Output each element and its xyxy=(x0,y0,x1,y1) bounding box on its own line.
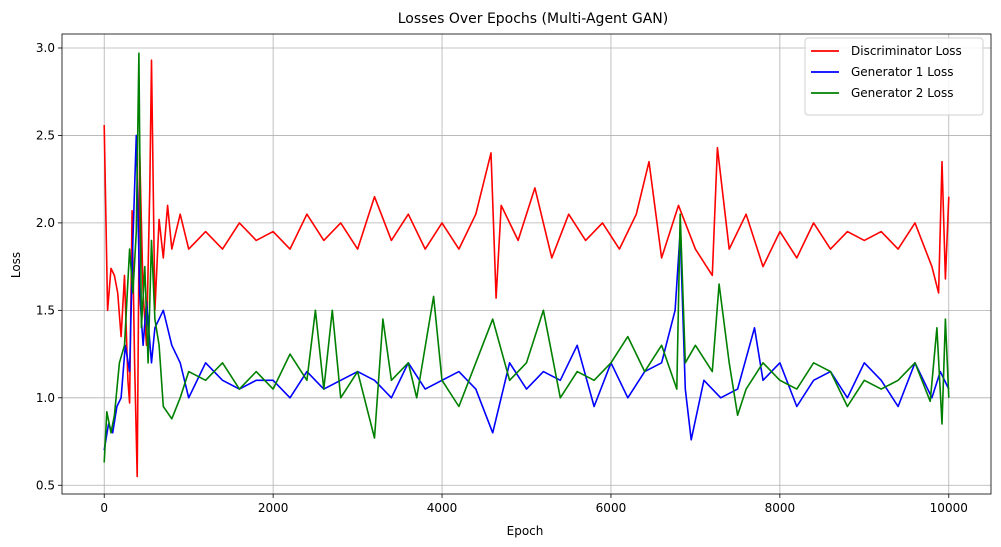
legend-label-2: Generator 2 Loss xyxy=(851,86,954,100)
y-ticks: 0.5 1.0 1.5 2.0 2.5 3.0 xyxy=(36,41,62,492)
legend-box xyxy=(804,37,984,116)
y-tick-label: 3.0 xyxy=(36,41,55,55)
grid xyxy=(62,34,991,494)
plot-frame xyxy=(61,33,992,495)
y-tick-label: 2.5 xyxy=(36,128,55,142)
chart-title: Losses Over Epochs (Multi-Agent GAN) xyxy=(398,11,668,27)
x-tick-label: 8000 xyxy=(765,501,796,515)
y-tick-label: 1.5 xyxy=(36,303,55,317)
x-ticks: 0 2000 4000 6000 8000 10000 xyxy=(100,494,968,515)
legend-label-1: Generator 1 Loss xyxy=(851,65,954,79)
x-axis-label: Epoch xyxy=(507,524,544,538)
x-tick-label: 0 xyxy=(100,501,108,515)
x-tick-label: 2000 xyxy=(258,501,289,515)
legend-label-0: Discriminator Loss xyxy=(851,44,962,58)
x-tick-label: 4000 xyxy=(427,501,458,515)
legend: Discriminator Loss Generator 1 Loss Genera… xyxy=(804,37,984,116)
x-tick-label: 10000 xyxy=(930,501,968,515)
x-tick-label: 6000 xyxy=(596,501,627,515)
y-axis-label: Loss xyxy=(9,252,23,278)
y-tick-label: 0.5 xyxy=(36,478,55,492)
series-line-2 xyxy=(103,52,950,463)
y-tick-label: 2.0 xyxy=(36,216,55,230)
plot-lines xyxy=(103,52,950,478)
y-tick-label: 1.0 xyxy=(36,391,55,405)
